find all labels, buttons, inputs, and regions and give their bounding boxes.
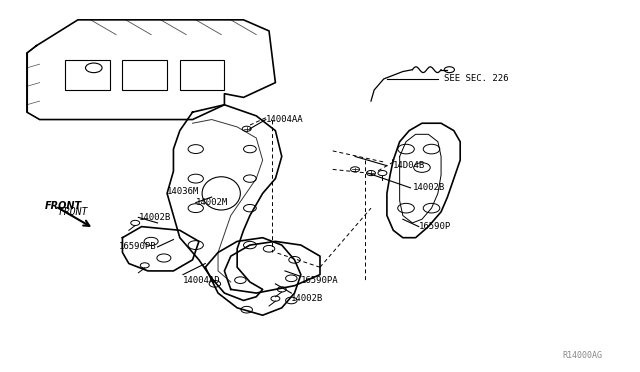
Text: 14002B: 14002B bbox=[138, 213, 171, 222]
Text: 14002B: 14002B bbox=[291, 294, 324, 303]
Text: 14002B: 14002B bbox=[412, 183, 445, 192]
Text: 14036M: 14036M bbox=[167, 187, 199, 196]
Text: 16590PA: 16590PA bbox=[301, 276, 339, 285]
Text: 16590P: 16590P bbox=[419, 222, 451, 231]
Text: FRONT: FRONT bbox=[59, 207, 88, 217]
Text: R14000AG: R14000AG bbox=[562, 351, 602, 360]
Text: 14004AA: 14004AA bbox=[266, 115, 303, 124]
Text: 14002M: 14002M bbox=[196, 198, 228, 207]
Text: FRONT: FRONT bbox=[45, 201, 82, 211]
Text: 14004AD: 14004AD bbox=[183, 276, 221, 285]
Text: 14D04B: 14D04B bbox=[394, 161, 426, 170]
Text: SEE SEC. 226: SEE SEC. 226 bbox=[444, 74, 509, 83]
Text: 16590PB: 16590PB bbox=[119, 243, 157, 251]
